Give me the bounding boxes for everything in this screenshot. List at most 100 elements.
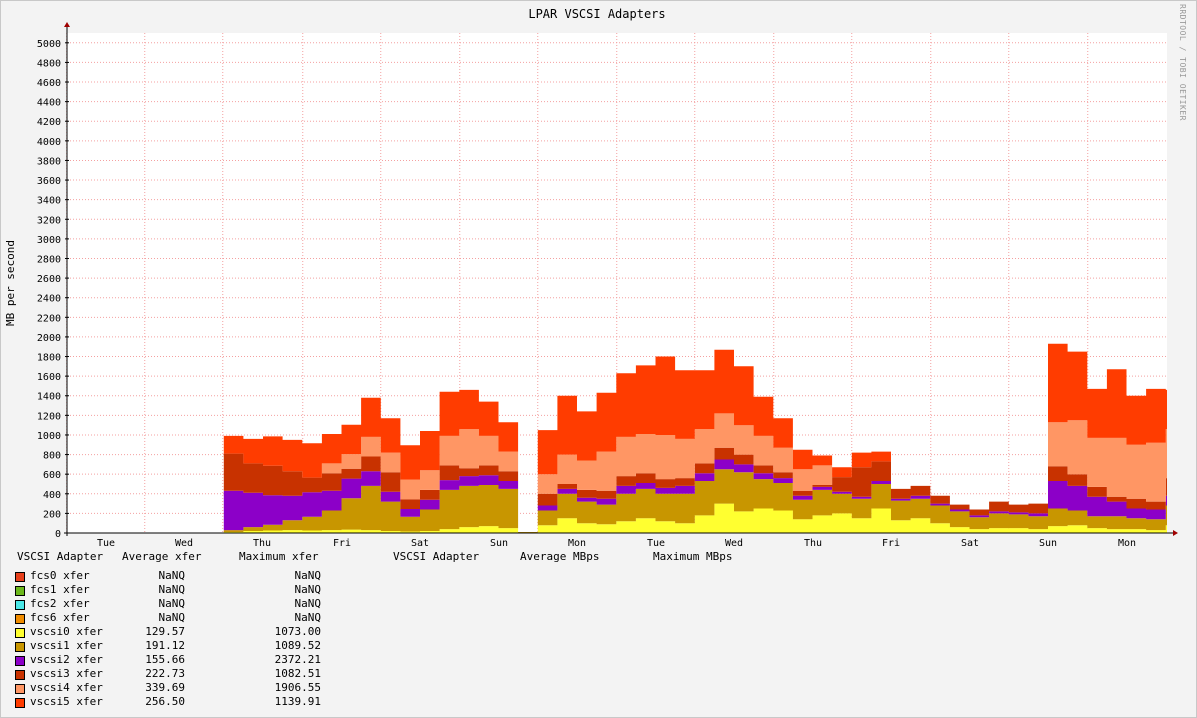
legend-header-max-mbps: Maximum MBps <box>653 550 733 563</box>
legend-row: fcs0 xfer NaNQ NaNQ <box>15 569 335 583</box>
y-tick-label: 4000 <box>37 137 61 148</box>
legend-series-name: vscsi4 xfer <box>30 681 103 694</box>
x-tick-label: Tue <box>647 538 665 549</box>
legend-row: vscsi3 xfer 222.73 1082.51 <box>15 667 335 681</box>
legend-swatch <box>15 642 25 652</box>
legend-maximum-value: 1139.91 <box>274 695 321 708</box>
legend-maximum-value: NaNQ <box>294 569 322 582</box>
legend-average-value: NaNQ <box>158 583 186 596</box>
y-tick-label: 4400 <box>37 98 61 109</box>
y-tick-label: 3400 <box>37 196 61 207</box>
y-tick-label: 2600 <box>37 274 61 285</box>
legend-average-value: 155.66 <box>145 653 185 666</box>
legend-average-value: 339.69 <box>145 681 185 694</box>
legend-average-value: 222.73 <box>145 667 185 680</box>
y-tick-label: 1400 <box>37 392 61 403</box>
series-area-vscsi1-xfer <box>66 469 1167 533</box>
legend-series-name: vscsi0 xfer <box>30 625 103 638</box>
y-tick-label: 2200 <box>37 313 61 324</box>
legend-header-max-xfer: Maximum xfer <box>239 550 319 563</box>
series-area-vscsi4-xfer <box>66 392 1167 533</box>
y-tick-label: 800 <box>43 451 61 462</box>
y-axis-label: MB per second <box>4 240 17 326</box>
legend-average-value: NaNQ <box>158 597 186 610</box>
x-tick-label: Fri <box>333 538 351 549</box>
legend-swatch <box>15 586 25 596</box>
y-tick-label: 3800 <box>37 156 61 167</box>
legend-row: vscsi1 xfer 191.12 1089.52 <box>15 639 335 653</box>
legend-average-value: NaNQ <box>158 611 186 624</box>
y-tick-label: 1800 <box>37 353 61 364</box>
legend-series-name: fcs2 xfer <box>30 597 90 610</box>
legend-swatch <box>15 684 25 694</box>
chart-title: LPAR VSCSI Adapters <box>528 7 665 21</box>
x-tick-label: Wed <box>725 538 743 549</box>
legend-swatch <box>15 600 25 610</box>
x-tick-label: Mon <box>568 538 586 549</box>
y-tick-label: 400 <box>43 490 61 501</box>
y-tick-label: 3200 <box>37 215 61 226</box>
series-areas <box>66 343 1167 533</box>
y-tick-label: 3000 <box>37 235 61 246</box>
legend-series-name: vscsi1 xfer <box>30 639 103 652</box>
y-tick-label: 4200 <box>37 117 61 128</box>
y-tick-label: 3600 <box>37 176 61 187</box>
y-tick-label: 4600 <box>37 78 61 89</box>
legend-average-value: 129.57 <box>145 625 185 638</box>
x-tick-label: Thu <box>253 538 271 549</box>
legend-series-name: fcs6 xfer <box>30 611 90 624</box>
legend-swatch <box>15 670 25 680</box>
x-tick-label: Sat <box>411 538 429 549</box>
y-tick-label: 0 <box>55 529 61 540</box>
y-tick-label: 600 <box>43 470 61 481</box>
series-area-vscsi0-xfer <box>66 503 1167 533</box>
legend-maximum-value: 1082.51 <box>274 667 321 680</box>
x-tick-label: Sun <box>1039 538 1057 549</box>
y-tick-label: 1600 <box>37 372 61 383</box>
legend-swatch <box>15 572 25 582</box>
legend-row: fcs1 xfer NaNQ NaNQ <box>15 583 335 597</box>
legend-series-name: fcs0 xfer <box>30 569 90 582</box>
x-tick-labels: Tue Wed Thu Fri Sat Sun Mon Tue Wed Thu Fri Sat Sun M… <box>97 538 1136 549</box>
y-tick-labels: 0 200 400 600 800 1000 1200 1400 1600 1800 2000 220… <box>37 39 61 540</box>
legend-maximum-value: 1073.00 <box>274 625 321 638</box>
y-tick-label: 4800 <box>37 58 61 69</box>
legend-header-adapter-2: VSCSI Adapter <box>393 550 480 563</box>
y-tick-label: 2800 <box>37 254 61 265</box>
rrdtool-credit: RRDTOOL / TOBI OETIKER <box>1178 4 1187 121</box>
y-tick-label: 1000 <box>37 431 61 442</box>
y-tick-label: 200 <box>43 509 61 520</box>
series-area-vscsi5-xfer <box>66 343 1167 533</box>
y-tick-label: 1200 <box>37 411 61 422</box>
legend-header-avg-xfer: Average xfer <box>122 550 202 563</box>
legend-series-name: vscsi3 xfer <box>30 667 103 680</box>
x-tick-label: Fri <box>882 538 900 549</box>
x-tick-label: Mon <box>1118 538 1136 549</box>
legend-maximum-value: NaNQ <box>294 611 322 624</box>
axes <box>64 22 1178 536</box>
legend-average-value: 191.12 <box>145 639 185 652</box>
y-axis-arrow <box>64 22 70 27</box>
legend-row: vscsi5 xfer 256.50 1139.91 <box>15 695 335 709</box>
legend-maximum-value: 1906.55 <box>274 681 321 694</box>
x-tick-label: Sun <box>490 538 508 549</box>
x-tick-label: Thu <box>804 538 822 549</box>
legend-row: fcs2 xfer NaNQ NaNQ <box>15 597 335 611</box>
y-tick-label: 2400 <box>37 294 61 305</box>
x-tick-label: Wed <box>175 538 193 549</box>
legend-average-value: NaNQ <box>158 569 186 582</box>
legend-row: fcs6 xfer NaNQ NaNQ <box>15 611 335 625</box>
legend-header-adapter: VSCSI Adapter <box>17 550 104 563</box>
legend-swatch <box>15 628 25 638</box>
legend-series-name: fcs1 xfer <box>30 583 90 596</box>
x-axis-arrow <box>1173 530 1178 536</box>
y-tick-label: 2000 <box>37 333 61 344</box>
legend-header-avg-mbps: Average MBps <box>520 550 600 563</box>
legend-swatch <box>15 614 25 624</box>
x-tick-label: Tue <box>97 538 115 549</box>
legend-row: vscsi2 xfer 155.66 2372.21 <box>15 653 335 667</box>
legend-maximum-value: NaNQ <box>294 583 322 596</box>
legend-series-name: vscsi2 xfer <box>30 653 103 666</box>
legend-average-value: 256.50 <box>145 695 185 708</box>
